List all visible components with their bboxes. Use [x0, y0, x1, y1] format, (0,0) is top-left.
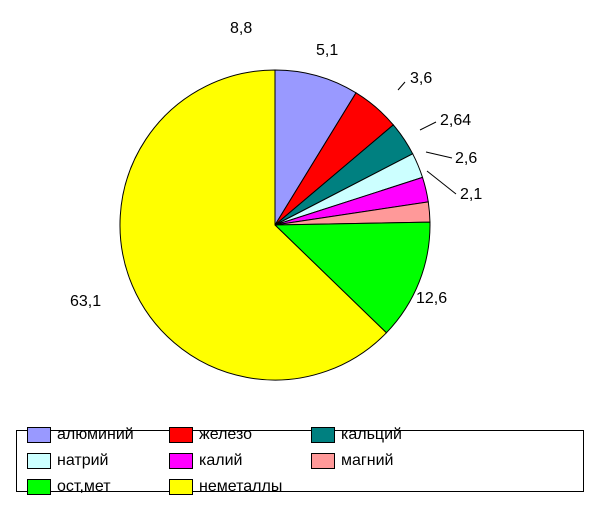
leader-line-calcium — [398, 82, 405, 90]
legend-label-sodium: натрий — [57, 452, 108, 470]
pie-slices — [120, 70, 430, 380]
data-label-calcium: 3,6 — [410, 70, 432, 88]
legend-swatch-potassium — [169, 453, 193, 469]
legend-item-calcium: кальций — [311, 422, 453, 448]
data-label-rest_met: 12,6 — [416, 290, 447, 308]
legend-label-nonmetals: неметаллы — [199, 478, 282, 496]
legend-swatch-calcium — [311, 427, 335, 443]
legend-swatch-rest_met — [27, 479, 51, 495]
pie-chart-svg — [0, 0, 600, 420]
legend-label-calcium: кальций — [341, 426, 402, 444]
legend-item-magnesium: магний — [311, 448, 453, 474]
chart-frame: 8,8 5,1 3,6 2,64 2,6 2,1 12,6 63,1 алюминий желе… — [0, 0, 600, 508]
legend-swatch-iron — [169, 427, 193, 443]
data-label-potassium: 2,6 — [455, 150, 477, 168]
legend-label-magnesium: магний — [341, 452, 393, 470]
leader-line-sodium — [420, 122, 436, 130]
data-label-nonmetals: 63,1 — [70, 293, 101, 311]
data-label-aluminium: 8,8 — [230, 20, 252, 38]
leader-line-potassium — [426, 152, 452, 158]
legend-swatch-aluminium — [27, 427, 51, 443]
legend-item-iron: железо — [169, 422, 311, 448]
legend-swatch-sodium — [27, 453, 51, 469]
legend-label-iron: железо — [199, 426, 252, 444]
legend-label-aluminium: алюминий — [57, 426, 134, 444]
legend-label-potassium: калий — [199, 452, 242, 470]
legend-swatch-magnesium — [311, 453, 335, 469]
legend-item-nonmetals: неметаллы — [169, 474, 311, 500]
legend-item-rest_met: ост,мет — [27, 474, 169, 500]
legend-item-aluminium: алюминий — [27, 422, 169, 448]
legend-swatch-nonmetals — [169, 479, 193, 495]
legend-box: алюминийжелезокальцийнатрийкалиймагнийос… — [16, 430, 584, 492]
legend-item-sodium: натрий — [27, 448, 169, 474]
legend-item-potassium: калий — [169, 448, 311, 474]
data-label-iron: 5,1 — [316, 42, 338, 60]
data-label-magnesium: 2,1 — [460, 186, 482, 204]
legend-label-rest_met: ост,мет — [57, 478, 111, 496]
leader-line-magnesium — [427, 171, 456, 194]
data-label-sodium: 2,64 — [440, 112, 471, 130]
